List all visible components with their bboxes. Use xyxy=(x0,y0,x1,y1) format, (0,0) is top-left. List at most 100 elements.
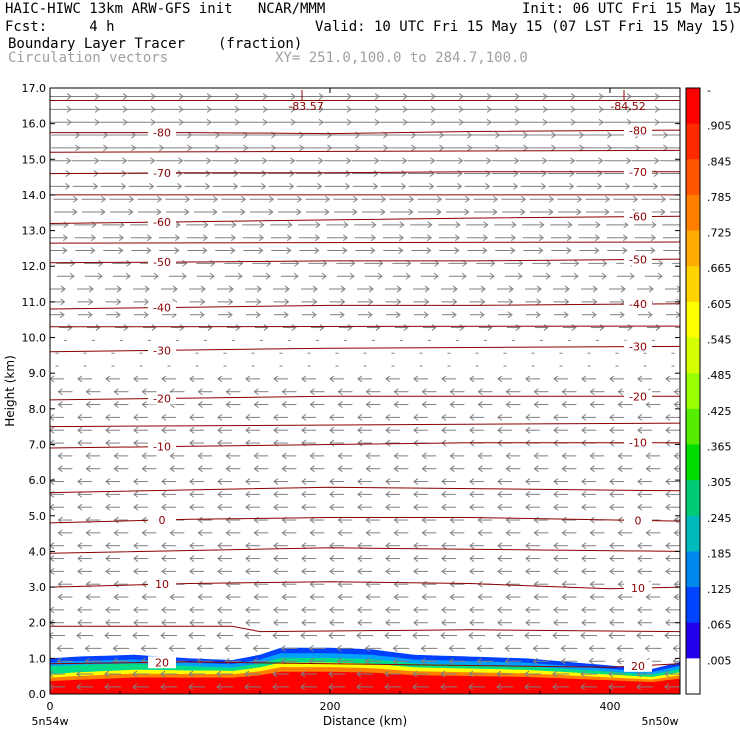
wind-vector-head xyxy=(413,413,419,421)
wind-vector-head xyxy=(543,324,549,331)
wind-vector xyxy=(554,311,569,319)
wind-vector-head xyxy=(169,465,175,473)
wind-vector-head xyxy=(441,490,447,498)
wind-vector-head xyxy=(197,452,203,460)
wind-vector xyxy=(530,208,554,216)
wind-vector-head xyxy=(551,144,557,152)
wind-vector xyxy=(273,619,288,627)
wind-vector-head xyxy=(77,542,83,550)
isotherm-line xyxy=(50,241,680,244)
wind-vector-head xyxy=(601,272,607,280)
wind-vector-head xyxy=(212,208,218,216)
wind-vector xyxy=(113,593,129,601)
wind-vector-head xyxy=(497,542,503,550)
wind-vector-head xyxy=(105,426,111,434)
wind-vector xyxy=(469,375,484,383)
wind-vector-head xyxy=(189,439,195,447)
wind-vector-head xyxy=(161,606,167,614)
wind-vector-head xyxy=(77,413,83,421)
wind-vector-head xyxy=(328,670,334,678)
wind-vector-head xyxy=(50,439,55,447)
wind-vector xyxy=(497,503,512,511)
wind-vector-head xyxy=(609,375,615,383)
wind-vector-head xyxy=(273,567,279,575)
wind-vector-head xyxy=(385,375,391,383)
wind-vector xyxy=(421,580,437,588)
wind-vector xyxy=(160,632,177,639)
wind-vector-head xyxy=(104,632,110,639)
wind-vector xyxy=(337,465,353,473)
y-tick-label: 11.0 xyxy=(22,296,47,309)
wind-vector xyxy=(637,619,652,627)
wind-vector xyxy=(469,542,484,550)
wind-vector xyxy=(274,311,289,319)
wind-vector-head xyxy=(364,657,370,665)
wind-vector xyxy=(281,465,297,473)
wind-vector-head xyxy=(385,567,391,575)
wind-vector-head xyxy=(281,593,287,601)
wind-vector xyxy=(355,247,376,254)
wind-vector-head xyxy=(664,670,670,678)
wind-vector xyxy=(301,490,316,498)
wind-vector xyxy=(380,170,407,177)
wind-vector-head xyxy=(648,285,654,293)
wind-vector xyxy=(448,272,467,280)
wind-vector-head xyxy=(85,465,91,473)
wind-vector-head xyxy=(314,234,321,242)
wind-vector-head xyxy=(94,157,100,165)
wind-vector xyxy=(161,478,176,485)
wind-vector-head xyxy=(169,452,175,460)
wind-vector-head xyxy=(57,516,63,524)
wind-vector-head xyxy=(518,259,524,267)
wind-vector-head xyxy=(337,465,343,473)
wind-vector-head xyxy=(412,632,418,639)
wind-vector xyxy=(105,298,122,306)
wind-vector xyxy=(57,516,73,524)
wind-vector xyxy=(473,195,499,203)
wind-vector-head xyxy=(553,503,559,511)
wind-vector xyxy=(436,182,463,190)
wind-vector-head xyxy=(597,182,603,190)
header-line1-left: HAIC-HIWC 13km ARW-GFS init NCAR/MMM xyxy=(5,1,326,17)
wind-vector-head xyxy=(272,670,278,678)
wind-vector-head xyxy=(228,285,234,293)
wind-vector-head xyxy=(469,426,475,434)
wind-vector-head xyxy=(189,606,195,614)
wind-vector-head xyxy=(357,503,363,511)
wind-vector-head xyxy=(564,298,570,306)
wind-vector xyxy=(578,234,601,242)
wind-vector xyxy=(553,567,568,575)
wind-vector xyxy=(357,426,372,434)
wind-vector-head xyxy=(217,375,223,383)
wind-vector-head xyxy=(113,452,119,460)
wind-vector xyxy=(224,644,242,652)
wind-vector xyxy=(300,285,318,293)
wind-vector xyxy=(352,182,379,190)
wind-vector-head xyxy=(673,452,679,460)
colorbar-label: .365 xyxy=(707,440,732,453)
wind-vector xyxy=(84,272,103,280)
wind-vector-head xyxy=(539,221,545,229)
wind-vector xyxy=(225,452,241,460)
wind-vector xyxy=(166,208,190,216)
wind-vector xyxy=(469,619,484,627)
wind-vector xyxy=(273,503,288,511)
wind-vector-head xyxy=(324,208,330,216)
contour-label: -70 xyxy=(629,166,647,179)
wind-vector-head xyxy=(594,247,600,254)
wind-vector-head xyxy=(259,221,265,229)
wind-vector-head xyxy=(373,170,379,177)
wind-vector-head xyxy=(663,144,669,152)
wind-vector-head xyxy=(115,311,121,319)
wind-vector-head xyxy=(496,632,502,639)
wind-vector xyxy=(254,324,269,331)
wind-vector-head xyxy=(345,170,351,177)
wind-vector xyxy=(533,593,549,601)
wind-vector xyxy=(449,529,465,537)
wind-vector-head xyxy=(468,632,474,639)
wind-vector-head xyxy=(533,516,539,524)
wind-vector-head xyxy=(161,478,167,485)
wind-vector-head xyxy=(608,632,614,639)
wind-vector xyxy=(606,221,629,229)
wind-vector xyxy=(477,401,493,408)
